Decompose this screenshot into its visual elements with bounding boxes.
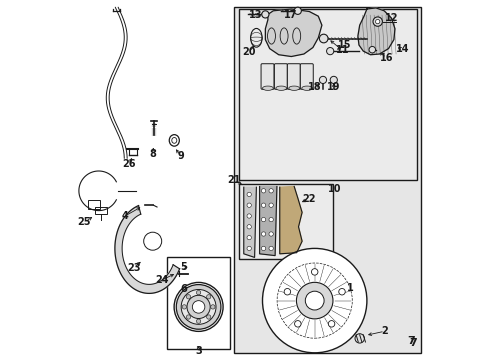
Circle shape (261, 189, 265, 193)
Circle shape (192, 301, 204, 313)
Circle shape (268, 246, 273, 251)
Text: 2: 2 (381, 326, 387, 336)
FancyBboxPatch shape (239, 9, 416, 180)
Polygon shape (115, 206, 179, 293)
Text: 12: 12 (384, 13, 397, 23)
Circle shape (319, 34, 327, 43)
FancyBboxPatch shape (300, 64, 313, 89)
Text: 7: 7 (407, 336, 415, 346)
Text: 21: 21 (227, 175, 241, 185)
Text: 18: 18 (307, 82, 321, 92)
Circle shape (261, 11, 268, 18)
FancyBboxPatch shape (167, 257, 230, 349)
Circle shape (294, 7, 301, 14)
Ellipse shape (301, 86, 312, 90)
Circle shape (206, 315, 210, 319)
Circle shape (294, 321, 301, 327)
Circle shape (261, 203, 265, 207)
Bar (88, 199, 101, 209)
Polygon shape (357, 8, 394, 55)
Circle shape (182, 305, 186, 309)
FancyBboxPatch shape (287, 64, 300, 89)
Circle shape (246, 235, 251, 240)
Circle shape (329, 76, 337, 84)
Circle shape (327, 321, 334, 327)
Circle shape (206, 294, 210, 299)
FancyBboxPatch shape (233, 7, 420, 353)
Text: 22: 22 (301, 194, 315, 204)
Circle shape (268, 203, 273, 207)
Circle shape (261, 217, 265, 222)
Text: 7: 7 (409, 338, 416, 348)
Circle shape (368, 46, 375, 53)
Circle shape (246, 203, 251, 207)
Circle shape (181, 289, 216, 324)
Circle shape (186, 294, 190, 299)
FancyBboxPatch shape (274, 64, 287, 89)
Text: 3: 3 (195, 346, 202, 356)
Text: 26: 26 (122, 159, 135, 169)
Circle shape (186, 295, 210, 319)
Polygon shape (244, 187, 256, 257)
Circle shape (246, 214, 251, 218)
FancyBboxPatch shape (261, 64, 273, 89)
Text: 19: 19 (326, 82, 340, 92)
Circle shape (261, 246, 265, 251)
Text: 15: 15 (337, 40, 350, 50)
Circle shape (246, 246, 251, 251)
Text: 1: 1 (346, 283, 353, 293)
Circle shape (196, 319, 201, 323)
Ellipse shape (262, 86, 273, 90)
Circle shape (319, 76, 326, 84)
FancyBboxPatch shape (239, 184, 332, 259)
Circle shape (305, 291, 324, 310)
Circle shape (375, 19, 379, 24)
Ellipse shape (288, 86, 299, 90)
Text: 17: 17 (283, 10, 297, 20)
Circle shape (338, 288, 345, 295)
Text: 5: 5 (180, 262, 186, 272)
Circle shape (210, 305, 215, 309)
Circle shape (311, 269, 317, 275)
Polygon shape (265, 9, 321, 57)
Circle shape (372, 17, 382, 26)
Text: 25: 25 (78, 217, 91, 228)
Circle shape (143, 232, 162, 250)
Text: 24: 24 (155, 275, 168, 285)
Circle shape (268, 189, 273, 193)
Circle shape (196, 291, 201, 295)
Circle shape (186, 315, 190, 319)
Text: 9: 9 (177, 150, 183, 161)
Polygon shape (259, 186, 276, 256)
Circle shape (326, 48, 333, 55)
Polygon shape (279, 186, 302, 254)
Text: 6: 6 (180, 284, 186, 294)
Circle shape (296, 282, 332, 319)
Bar (95, 207, 106, 214)
Text: 11: 11 (335, 45, 348, 55)
Circle shape (284, 288, 290, 295)
Text: 10: 10 (327, 184, 341, 194)
Text: 8: 8 (149, 149, 156, 159)
Circle shape (261, 232, 265, 236)
Circle shape (354, 334, 364, 343)
Circle shape (268, 217, 273, 222)
Circle shape (246, 225, 251, 229)
Circle shape (176, 284, 221, 329)
Text: 16: 16 (379, 53, 393, 63)
Circle shape (246, 192, 251, 197)
Text: 13: 13 (248, 10, 262, 20)
Circle shape (268, 232, 273, 236)
Circle shape (262, 248, 366, 353)
Text: 4: 4 (122, 211, 128, 221)
Text: 23: 23 (126, 263, 140, 273)
Ellipse shape (275, 86, 286, 90)
Text: 20: 20 (242, 47, 255, 57)
Text: 14: 14 (395, 44, 409, 54)
